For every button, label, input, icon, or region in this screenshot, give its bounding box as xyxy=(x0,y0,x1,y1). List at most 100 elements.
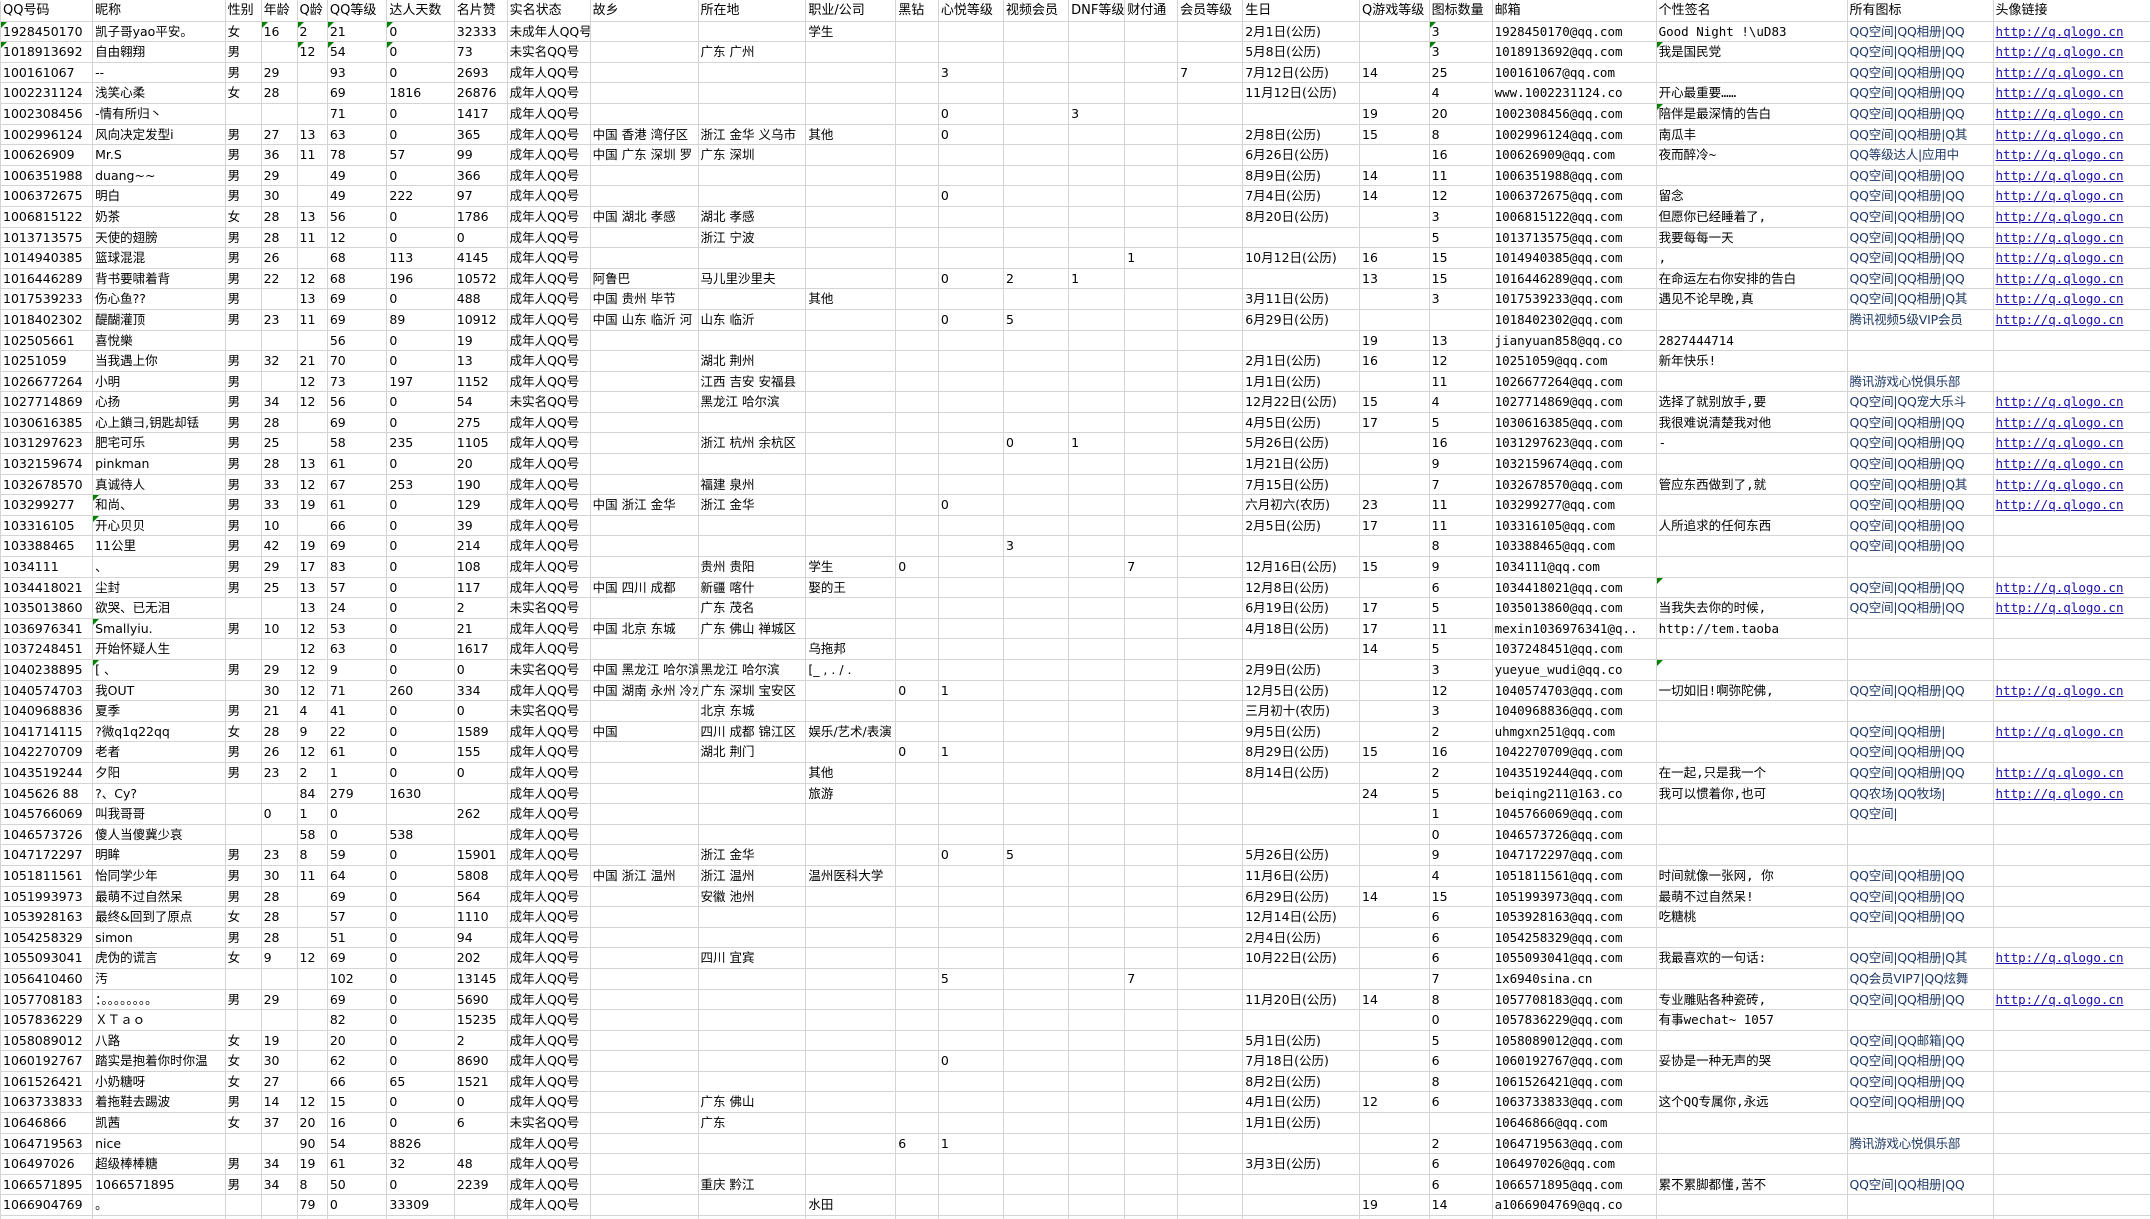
cell-age[interactable]: 26 xyxy=(260,741,298,763)
cell-videovip[interactable] xyxy=(1002,41,1070,63)
cell-avatarlink[interactable] xyxy=(1992,556,2151,578)
cell-qgame[interactable] xyxy=(1359,926,1430,949)
cell-avatarlink[interactable] xyxy=(1992,350,2151,372)
cell-job[interactable] xyxy=(805,164,897,187)
cell-iconcount[interactable]: 3 xyxy=(1428,288,1493,310)
cell-dnf[interactable] xyxy=(1068,247,1126,269)
cell-iconcount[interactable]: 5 xyxy=(1428,411,1493,434)
cell-job[interactable]: [_ , . / . xyxy=(805,659,897,681)
cell-email[interactable]: 1058089012@qq.com xyxy=(1491,1029,1657,1052)
cell-job[interactable] xyxy=(805,1009,897,1031)
cell-location[interactable] xyxy=(697,1070,807,1093)
cell-videovip[interactable] xyxy=(1002,700,1070,722)
cell-qq[interactable]: 103388465 xyxy=(0,535,94,558)
cell-caifutong[interactable] xyxy=(1124,720,1179,743)
cell-hometown[interactable] xyxy=(589,1132,699,1155)
cell-signature[interactable] xyxy=(1655,308,1848,331)
cell-darendays[interactable]: 0 xyxy=(386,288,455,310)
cell-realname[interactable]: 成年人QQ号 xyxy=(506,432,591,455)
table-row[interactable]: 1017539233 伤心鱼?? 男 13 69 0 488 成年人QQ号 中国 贵州 毕节 其他… xyxy=(0,288,2151,310)
cell-caifutong[interactable]: 7 xyxy=(1124,556,1179,578)
cell-qlevel[interactable]: 68 xyxy=(326,247,388,269)
cell-nick[interactable]: 小明 xyxy=(92,370,226,393)
cell-viplevel[interactable] xyxy=(1177,391,1244,413)
cell-email[interactable]: 103316105@qq.com xyxy=(1491,514,1657,537)
cell-avatarlink[interactable]: http://q.qlogo.cn xyxy=(1992,411,2151,434)
cell-signature[interactable]: 我最喜欢的一句话: xyxy=(1655,947,1848,969)
cell-sex[interactable]: 男 xyxy=(224,350,262,372)
cell-allicons[interactable]: QQ空间|QQ相册|QQ xyxy=(1846,267,1994,290)
cell-darendays[interactable]: 0 xyxy=(386,638,455,660)
cell-qq[interactable]: 1030616385 xyxy=(0,411,94,434)
cell-location[interactable] xyxy=(697,411,807,434)
cell-allicons[interactable]: QQ空间|QQ相册|QQ xyxy=(1846,432,1994,455)
cell-realname[interactable]: 成年人QQ号 xyxy=(506,473,591,496)
cell-darendays[interactable]: 8826 xyxy=(386,1132,455,1155)
table-row[interactable]: 1002231124 浅笑心柔女 28 69 1816 26876 成年人QQ号 11月12日… xyxy=(0,82,2151,104)
cell-hometown[interactable] xyxy=(589,247,699,269)
cell-birthday[interactable]: 2月8日(公历) xyxy=(1242,123,1361,146)
cell-heizuan[interactable] xyxy=(895,473,939,496)
cell-nick[interactable]: -情有所归丶 xyxy=(92,102,226,125)
cell-allicons[interactable]: QQ空间|QQ相册|QQ xyxy=(1846,226,1994,249)
cell-darendays[interactable]: 0 xyxy=(386,226,455,249)
cell-job[interactable]: 其他 xyxy=(805,123,897,146)
cell-hometown[interactable] xyxy=(589,885,699,908)
cell-qq[interactable]: 1066571895 xyxy=(0,1173,94,1196)
cell-email[interactable]: beiqing211@163.co xyxy=(1491,782,1657,805)
cell-birthday[interactable]: 1月1日(公历) xyxy=(1242,370,1361,393)
cell-allicons[interactable] xyxy=(1846,1112,1994,1134)
cell-qage[interactable]: 13 xyxy=(296,288,328,310)
cell-email[interactable]: 1014940385@qq.com xyxy=(1491,247,1657,269)
cell-birthday[interactable] xyxy=(1242,1132,1361,1155)
cell-dnf[interactable] xyxy=(1068,1132,1126,1155)
cell-allicons[interactable]: QQ空间|QQ相册|QQ xyxy=(1846,20,1994,43)
cell-xinyue[interactable] xyxy=(937,329,1005,352)
cell-signature[interactable] xyxy=(1655,370,1848,393)
column-header-hometown[interactable]: 故乡 xyxy=(589,0,699,22)
cell-sex[interactable]: 男 xyxy=(224,61,262,84)
cell-hometown[interactable] xyxy=(589,741,699,763)
cell-darendays[interactable]: 0 xyxy=(386,350,455,372)
cell-avatarlink[interactable]: http://q.qlogo.cn xyxy=(1992,576,2151,599)
cell-heizuan[interactable] xyxy=(895,329,939,352)
cell-nick[interactable]: 明眸 xyxy=(92,844,226,866)
cell-caifutong[interactable] xyxy=(1124,1173,1179,1196)
cell-viplevel[interactable] xyxy=(1177,247,1244,269)
cell-nick[interactable]: nice xyxy=(92,1132,226,1155)
cell-dnf[interactable] xyxy=(1068,370,1126,393)
avatar-link[interactable]: http://q.qlogo.cn xyxy=(1995,950,2124,966)
cell-qgame[interactable] xyxy=(1359,82,1430,104)
cell-caifutong[interactable] xyxy=(1124,82,1179,104)
cell-sex[interactable]: 男 xyxy=(224,864,262,887)
cell-qgame[interactable] xyxy=(1359,659,1430,681)
cell-caifutong[interactable] xyxy=(1124,597,1179,619)
cell-realname[interactable]: 未实名QQ号 xyxy=(506,659,591,681)
cell-nick[interactable]: 怡同学少年 xyxy=(92,864,226,887)
cell-caifutong[interactable] xyxy=(1124,761,1179,784)
cell-avatarlink[interactable]: http://q.qlogo.cn xyxy=(1992,123,2151,146)
cell-age[interactable]: 10 xyxy=(260,514,298,537)
cell-heizuan[interactable] xyxy=(895,1173,939,1196)
cell-darendays[interactable]: 0 xyxy=(386,535,455,558)
cell-nick[interactable]: ?、Cy? xyxy=(92,782,226,805)
cell-nick[interactable]: 最萌不过自然呆 xyxy=(92,885,226,908)
cell-allicons[interactable]: 腾讯游戏心悦俱乐部 xyxy=(1846,370,1994,393)
cell-location[interactable]: 湖北 孝感 xyxy=(697,205,807,228)
cell-allicons[interactable]: QQ空间|QQ相册|QQ xyxy=(1846,679,1994,702)
cell-sex[interactable]: 男 xyxy=(224,370,262,393)
cell-caifutong[interactable]: 7 xyxy=(1124,967,1179,990)
cell-avatarlink[interactable]: http://q.qlogo.cn xyxy=(1992,82,2151,104)
cell-qlevel[interactable]: 69 xyxy=(326,947,388,969)
cell-qage[interactable]: 12 xyxy=(296,659,328,681)
cell-location[interactable]: 贵州 贵阳 xyxy=(697,556,807,578)
cell-signature[interactable] xyxy=(1655,844,1848,866)
cell-nick[interactable]: 着拖鞋去踢波 xyxy=(92,1091,226,1114)
cell-qq[interactable]: 1051993973 xyxy=(0,885,94,908)
cell-sex[interactable]: 女 xyxy=(224,205,262,228)
cell-qage[interactable] xyxy=(296,185,328,207)
cell-iconcount[interactable]: 3 xyxy=(1428,700,1493,722)
cell-job[interactable]: 娶的王 xyxy=(805,576,897,599)
cell-qlevel[interactable]: 68 xyxy=(326,267,388,290)
cell-cardlike[interactable]: 1417 xyxy=(453,102,508,125)
